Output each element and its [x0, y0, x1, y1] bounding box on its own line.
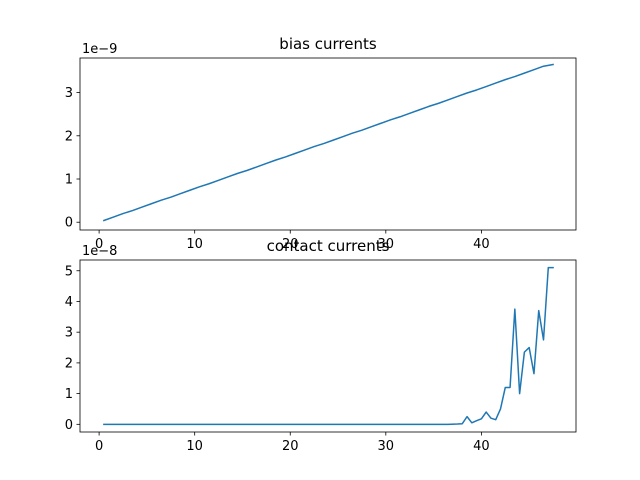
- x-tick-label: 0: [95, 439, 103, 454]
- x-tick-label: 0: [95, 237, 103, 252]
- y-tick-label: 3: [65, 326, 73, 341]
- y-tick-label: 3: [65, 86, 73, 101]
- series-line: [103, 266, 554, 426]
- axes-frame: [79, 57, 577, 231]
- y-tick-label: 2: [65, 356, 73, 371]
- x-tick-label: 30: [378, 439, 395, 454]
- axes-frame: [79, 259, 577, 433]
- x-tick-label: 40: [473, 439, 490, 454]
- y-tick-label: 4: [65, 295, 73, 310]
- x-tick-label: 20: [282, 439, 299, 454]
- y-offset-label: 1e−8: [82, 244, 117, 259]
- x-tick-label: 20: [282, 237, 299, 252]
- x-tick-label: 10: [186, 439, 203, 454]
- chart-title: contact currents: [267, 237, 390, 255]
- y-tick-label: 2: [65, 129, 73, 144]
- axes-group: 0 10 20 30 40 0 1 2 3: [65, 57, 577, 252]
- x-tick-label: 10: [186, 237, 203, 252]
- chart-title: bias currents: [279, 35, 377, 53]
- axes-group: 0 10 20 30 40 0 1 2 3 4 5: [65, 259, 577, 454]
- contact-currents-subplot: contact currents 1e−8 0 10 20 30 40 0 1 2 3 4 5: [65, 237, 577, 454]
- series-line: [102, 63, 554, 222]
- y-tick-label: 1: [65, 387, 73, 402]
- y-tick-label: 5: [65, 264, 73, 279]
- y-offset-label: 1e−9: [82, 42, 117, 57]
- x-tick-label: 40: [473, 237, 490, 252]
- y-tick-label: 0: [65, 216, 73, 231]
- y-tick-label: 1: [65, 173, 73, 188]
- y-tick-label: 0: [65, 418, 73, 433]
- x-tick-label: 30: [378, 237, 395, 252]
- bias-currents-subplot: bias currents 1e−9 0 10 20 30 40 0 1 2 3: [65, 35, 577, 252]
